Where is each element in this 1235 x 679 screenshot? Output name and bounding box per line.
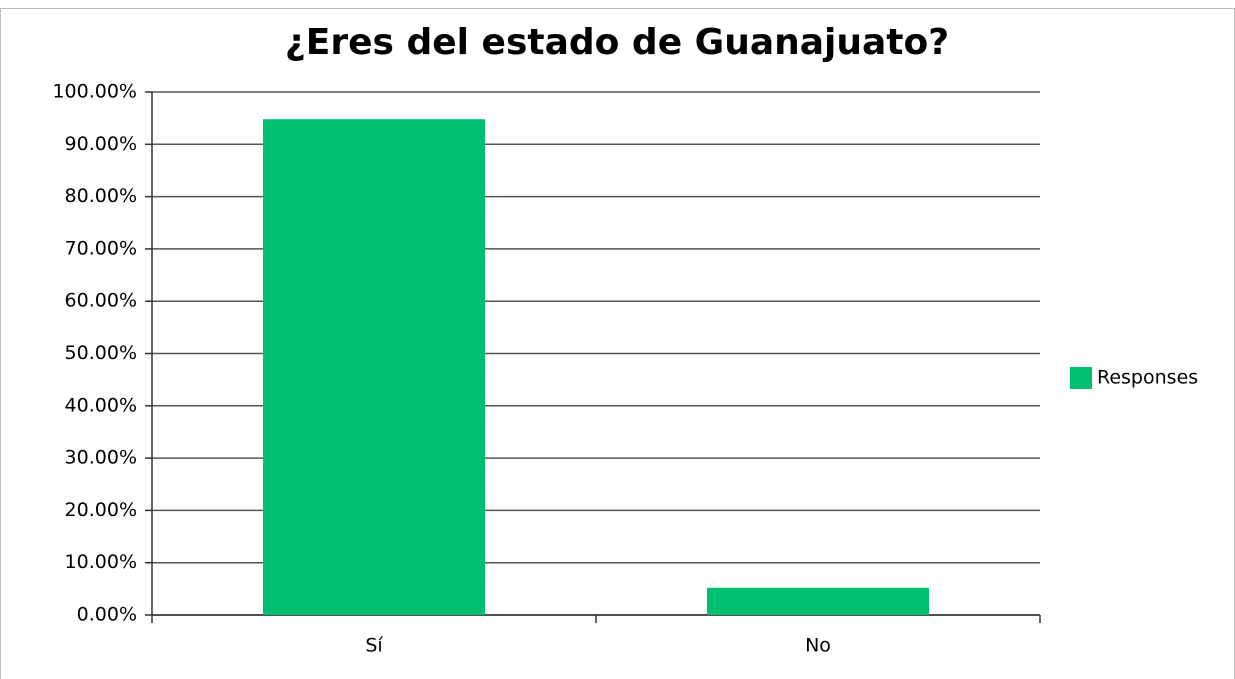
bar [707,587,929,615]
y-tick-label: 30.00% [65,447,137,469]
y-tick-label: 90.00% [65,133,137,155]
y-tick-label: 60.00% [65,290,137,312]
x-tick-label: No [805,635,831,657]
legend-label: Responses [1097,367,1198,389]
chart-border [0,8,1235,679]
y-tick-label: 0.00% [77,604,137,626]
y-tick-label: 70.00% [65,237,137,259]
x-tick-label: Sí [365,635,383,657]
y-tick-label: 10.00% [65,551,137,573]
chart-title: ¿Eres del estado de Guanajuato? [285,22,949,63]
y-tick-label: 80.00% [65,185,137,207]
y-tick-label: 40.00% [65,394,137,416]
y-tick-label: 100.00% [52,81,137,103]
bar [263,119,485,616]
y-tick-label: 20.00% [65,499,137,521]
y-tick-label: 50.00% [65,342,137,364]
legend-swatch [1070,367,1092,389]
